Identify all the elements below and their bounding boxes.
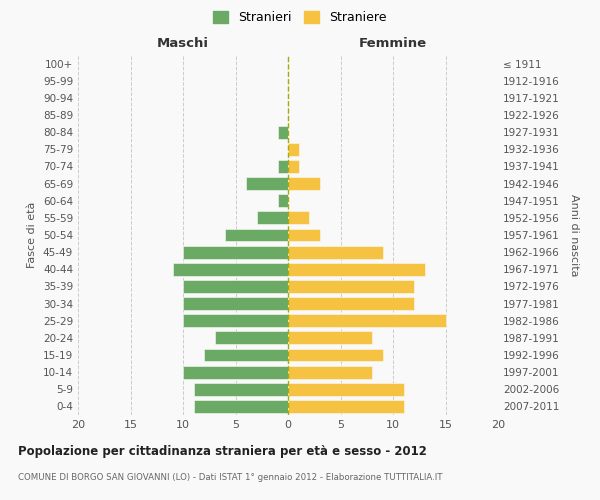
- Bar: [246, 177, 288, 190]
- Bar: [183, 297, 288, 310]
- Y-axis label: Fasce di età: Fasce di età: [28, 202, 37, 268]
- Bar: [288, 263, 425, 276]
- Bar: [277, 160, 288, 173]
- Bar: [288, 332, 372, 344]
- Bar: [257, 212, 288, 224]
- Legend: Stranieri, Straniere: Stranieri, Straniere: [213, 11, 387, 24]
- Bar: [288, 177, 320, 190]
- Bar: [288, 143, 299, 156]
- Bar: [288, 297, 414, 310]
- Bar: [277, 194, 288, 207]
- Bar: [288, 383, 404, 396]
- Bar: [183, 366, 288, 378]
- Y-axis label: Anni di nascita: Anni di nascita: [569, 194, 579, 276]
- Bar: [288, 280, 414, 293]
- Bar: [183, 280, 288, 293]
- Bar: [288, 228, 320, 241]
- Bar: [288, 160, 299, 173]
- Text: COMUNE DI BORGO SAN GIOVANNI (LO) - Dati ISTAT 1° gennaio 2012 - Elaborazione TU: COMUNE DI BORGO SAN GIOVANNI (LO) - Dati…: [18, 472, 443, 482]
- Bar: [225, 228, 288, 241]
- Bar: [183, 246, 288, 258]
- Bar: [173, 263, 288, 276]
- Text: Femmine: Femmine: [359, 37, 427, 50]
- Bar: [204, 348, 288, 362]
- Text: Popolazione per cittadinanza straniera per età e sesso - 2012: Popolazione per cittadinanza straniera p…: [18, 445, 427, 458]
- Bar: [288, 212, 309, 224]
- Bar: [288, 400, 404, 413]
- Bar: [288, 366, 372, 378]
- Bar: [193, 383, 288, 396]
- Bar: [288, 314, 445, 327]
- Bar: [193, 400, 288, 413]
- Text: Maschi: Maschi: [157, 37, 209, 50]
- Bar: [288, 348, 383, 362]
- Bar: [277, 126, 288, 138]
- Bar: [183, 314, 288, 327]
- Bar: [288, 246, 383, 258]
- Bar: [215, 332, 288, 344]
